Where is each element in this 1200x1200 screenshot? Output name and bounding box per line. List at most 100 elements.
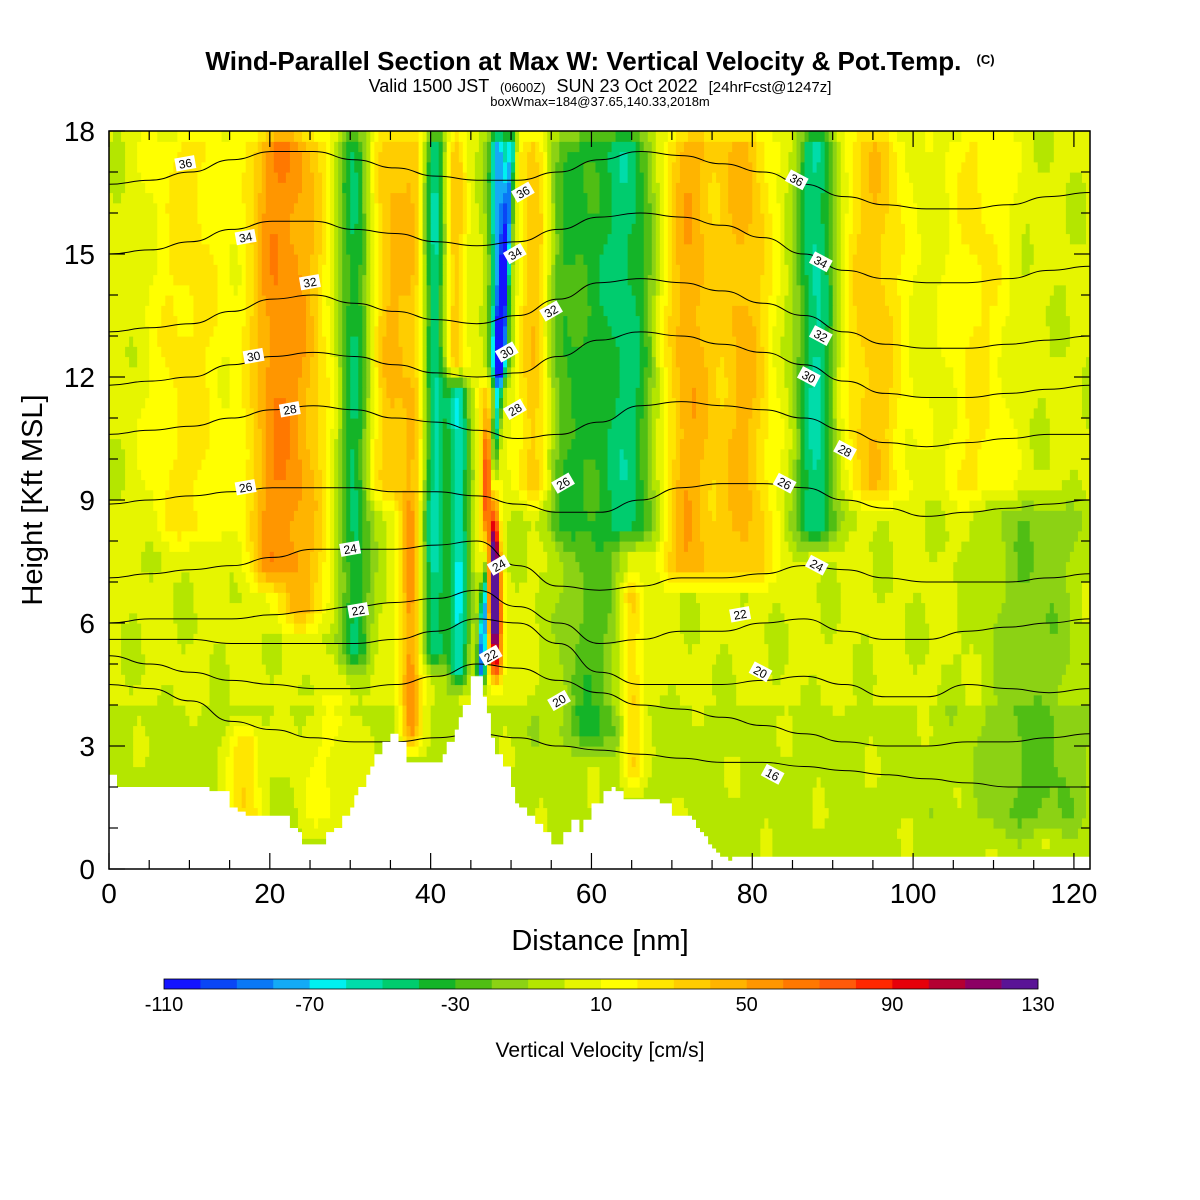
velocity-cell bbox=[482, 510, 492, 522]
velocity-cell bbox=[181, 643, 186, 655]
velocity-cell bbox=[772, 346, 782, 358]
velocity-cell bbox=[611, 684, 621, 696]
velocity-cell bbox=[474, 623, 480, 634]
velocity-cell bbox=[639, 694, 645, 706]
velocity-cell bbox=[366, 428, 371, 440]
velocity-cell bbox=[322, 510, 327, 522]
velocity-cell bbox=[583, 254, 601, 265]
velocity-cell bbox=[627, 602, 633, 614]
velocity-cell bbox=[599, 254, 629, 265]
velocity-cell bbox=[913, 838, 1019, 850]
velocity-cell bbox=[579, 561, 613, 573]
velocity-cell bbox=[523, 274, 528, 286]
velocity-cell bbox=[695, 592, 741, 604]
velocity-cell bbox=[792, 377, 798, 388]
velocity-cell bbox=[494, 428, 500, 440]
velocity-cell bbox=[310, 561, 319, 573]
velocity-cell bbox=[836, 202, 842, 214]
velocity-cell bbox=[695, 407, 709, 419]
velocity-cell bbox=[607, 623, 617, 634]
velocity-cell bbox=[623, 674, 629, 686]
velocity-cell bbox=[663, 459, 669, 470]
velocity-cell bbox=[394, 602, 400, 614]
velocity-cell bbox=[289, 592, 311, 604]
velocity-cell bbox=[482, 356, 488, 368]
velocity-cell bbox=[1065, 284, 1090, 296]
velocity-cell bbox=[422, 182, 428, 194]
velocity-cell bbox=[418, 366, 424, 378]
velocity-cell bbox=[583, 694, 593, 706]
velocity-cell bbox=[1053, 756, 1087, 768]
velocity-cell bbox=[836, 520, 842, 532]
velocity-cell bbox=[414, 500, 420, 511]
velocity-cell bbox=[844, 254, 850, 265]
velocity-cell bbox=[358, 459, 363, 470]
velocity-cell bbox=[848, 428, 858, 440]
velocity-cell bbox=[599, 766, 621, 778]
velocity-cell bbox=[748, 530, 765, 542]
velocity-cell bbox=[800, 213, 806, 224]
velocity-cell bbox=[466, 469, 472, 481]
velocity-cell bbox=[366, 346, 371, 358]
velocity-cell bbox=[261, 520, 291, 532]
velocity-cell bbox=[772, 551, 782, 563]
velocity-cell bbox=[418, 530, 424, 542]
velocity-cell bbox=[253, 264, 259, 276]
velocity-cell bbox=[378, 325, 388, 337]
velocity-cell bbox=[482, 623, 488, 634]
velocity-cell bbox=[651, 254, 657, 265]
velocity-cell bbox=[760, 192, 769, 204]
velocity-cell bbox=[225, 756, 235, 768]
velocity-cell bbox=[788, 633, 826, 645]
velocity-cell bbox=[659, 407, 665, 419]
velocity-cell bbox=[382, 407, 408, 419]
velocity-cell bbox=[611, 520, 633, 532]
velocity-cell bbox=[675, 561, 705, 573]
velocity-cell bbox=[330, 172, 335, 183]
velocity-cell bbox=[486, 233, 492, 245]
velocity-cell bbox=[555, 202, 564, 214]
velocity-cell bbox=[832, 336, 838, 347]
velocity-cell bbox=[414, 428, 420, 440]
velocity-cell bbox=[639, 315, 645, 327]
velocity-cell bbox=[426, 643, 432, 655]
velocity-cell bbox=[792, 336, 802, 347]
velocity-cell bbox=[490, 377, 496, 388]
velocity-cell bbox=[169, 479, 195, 491]
velocity-cell bbox=[350, 592, 363, 604]
velocity-cell bbox=[792, 530, 802, 542]
velocity-cell bbox=[454, 459, 464, 470]
velocity-cell bbox=[414, 715, 420, 727]
velocity-cell bbox=[812, 284, 822, 296]
velocity-cell bbox=[700, 202, 709, 214]
velocity-cell bbox=[507, 561, 528, 573]
velocity-cell bbox=[418, 653, 424, 665]
velocity-cell bbox=[804, 500, 826, 511]
velocity-cell bbox=[306, 612, 315, 624]
velocity-cell bbox=[716, 366, 725, 378]
velocity-cell bbox=[828, 407, 834, 419]
velocity-cell bbox=[1029, 520, 1083, 532]
velocity-cell bbox=[511, 336, 516, 347]
velocity-cell bbox=[547, 479, 552, 491]
velocity-cell bbox=[736, 346, 757, 358]
velocity-cell bbox=[820, 377, 826, 388]
velocity-cell bbox=[551, 428, 556, 440]
velocity-cell bbox=[1005, 541, 1015, 552]
velocity-cell bbox=[796, 510, 802, 522]
velocity-cell bbox=[342, 387, 347, 399]
velocity-cell bbox=[828, 295, 834, 306]
velocity-cell bbox=[1081, 387, 1090, 399]
velocity-cell bbox=[430, 397, 436, 409]
velocity-cell bbox=[338, 274, 343, 286]
velocity-cell bbox=[494, 305, 500, 317]
velocity-cell bbox=[462, 592, 468, 604]
velocity-cell bbox=[631, 520, 645, 532]
velocity-cell bbox=[458, 356, 464, 368]
velocity-cell bbox=[667, 428, 677, 440]
velocity-cell bbox=[334, 243, 339, 255]
velocity-cell bbox=[643, 582, 665, 593]
velocity-cell bbox=[233, 766, 255, 778]
velocity-cell bbox=[125, 469, 142, 481]
velocity-cell bbox=[301, 725, 323, 737]
